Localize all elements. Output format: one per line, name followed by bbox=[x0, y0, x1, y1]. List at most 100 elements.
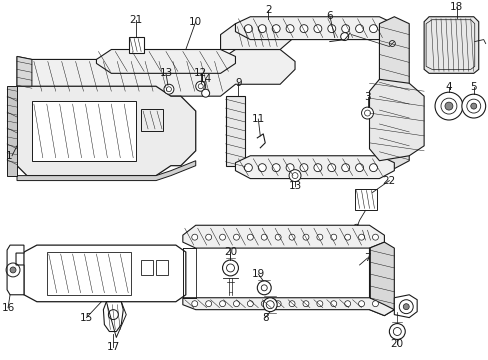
Text: 3: 3 bbox=[364, 92, 370, 102]
Circle shape bbox=[303, 301, 308, 307]
Circle shape bbox=[258, 164, 265, 172]
Circle shape bbox=[205, 301, 211, 307]
Circle shape bbox=[258, 25, 265, 33]
Circle shape bbox=[244, 25, 252, 33]
Circle shape bbox=[219, 234, 225, 240]
Circle shape bbox=[195, 81, 205, 91]
Polygon shape bbox=[225, 96, 245, 166]
Circle shape bbox=[288, 170, 301, 181]
Circle shape bbox=[261, 234, 266, 240]
Circle shape bbox=[257, 281, 271, 295]
Circle shape bbox=[233, 301, 239, 307]
Polygon shape bbox=[17, 57, 32, 96]
Circle shape bbox=[369, 25, 377, 33]
Text: 18: 18 bbox=[449, 2, 463, 12]
Text: 1: 1 bbox=[5, 151, 12, 161]
Circle shape bbox=[434, 92, 462, 120]
Polygon shape bbox=[103, 302, 123, 332]
Polygon shape bbox=[354, 189, 377, 210]
Text: 12: 12 bbox=[194, 68, 207, 78]
Circle shape bbox=[344, 234, 350, 240]
Circle shape bbox=[461, 94, 485, 118]
Text: 19: 19 bbox=[251, 269, 264, 279]
Circle shape bbox=[299, 164, 307, 172]
Text: 10: 10 bbox=[189, 17, 202, 27]
Text: 11: 11 bbox=[251, 114, 264, 124]
Circle shape bbox=[201, 89, 209, 97]
Polygon shape bbox=[423, 17, 478, 73]
Circle shape bbox=[316, 301, 322, 307]
Circle shape bbox=[163, 84, 174, 94]
Polygon shape bbox=[17, 161, 195, 181]
Text: 4: 4 bbox=[445, 82, 451, 92]
Circle shape bbox=[275, 301, 281, 307]
Circle shape bbox=[275, 234, 281, 240]
Text: 20: 20 bbox=[390, 339, 403, 350]
Circle shape bbox=[222, 260, 238, 276]
Text: 15: 15 bbox=[80, 312, 93, 323]
Circle shape bbox=[272, 25, 280, 33]
Circle shape bbox=[191, 301, 197, 307]
Circle shape bbox=[313, 25, 321, 33]
Polygon shape bbox=[183, 298, 393, 316]
Polygon shape bbox=[183, 225, 384, 248]
Circle shape bbox=[233, 234, 239, 240]
Text: 16: 16 bbox=[1, 303, 15, 313]
Text: 22: 22 bbox=[382, 176, 395, 185]
Polygon shape bbox=[393, 295, 416, 318]
Text: 7: 7 bbox=[364, 253, 370, 263]
Circle shape bbox=[369, 164, 377, 172]
Circle shape bbox=[341, 25, 349, 33]
Circle shape bbox=[388, 324, 405, 339]
Circle shape bbox=[344, 301, 350, 307]
Circle shape bbox=[327, 164, 335, 172]
Circle shape bbox=[372, 234, 378, 240]
Text: 20: 20 bbox=[224, 247, 237, 257]
Circle shape bbox=[358, 234, 364, 240]
Polygon shape bbox=[129, 37, 144, 54]
Text: 9: 9 bbox=[235, 78, 241, 88]
Circle shape bbox=[330, 301, 336, 307]
Circle shape bbox=[299, 25, 307, 33]
Circle shape bbox=[303, 234, 308, 240]
Circle shape bbox=[263, 298, 277, 312]
Text: 2: 2 bbox=[264, 5, 271, 15]
Text: 8: 8 bbox=[262, 312, 268, 323]
Polygon shape bbox=[235, 17, 393, 40]
Circle shape bbox=[285, 25, 293, 33]
Text: 5: 5 bbox=[469, 82, 476, 92]
Circle shape bbox=[470, 103, 476, 109]
Circle shape bbox=[247, 234, 253, 240]
Circle shape bbox=[403, 304, 408, 310]
Polygon shape bbox=[96, 50, 235, 73]
Text: 14: 14 bbox=[199, 74, 212, 84]
Text: 13: 13 bbox=[288, 180, 301, 190]
Polygon shape bbox=[17, 50, 294, 96]
Circle shape bbox=[288, 301, 294, 307]
Circle shape bbox=[313, 164, 321, 172]
Circle shape bbox=[205, 234, 211, 240]
Polygon shape bbox=[235, 156, 393, 179]
Polygon shape bbox=[369, 242, 393, 316]
Polygon shape bbox=[32, 101, 136, 161]
Polygon shape bbox=[369, 79, 423, 161]
Circle shape bbox=[285, 164, 293, 172]
Circle shape bbox=[340, 33, 348, 41]
Circle shape bbox=[288, 234, 294, 240]
Circle shape bbox=[244, 164, 252, 172]
Polygon shape bbox=[379, 17, 408, 168]
Circle shape bbox=[355, 25, 363, 33]
Circle shape bbox=[219, 301, 225, 307]
Circle shape bbox=[444, 102, 452, 110]
Polygon shape bbox=[7, 245, 24, 295]
Circle shape bbox=[372, 301, 378, 307]
Circle shape bbox=[316, 234, 322, 240]
Circle shape bbox=[261, 301, 266, 307]
Circle shape bbox=[191, 234, 197, 240]
Circle shape bbox=[330, 234, 336, 240]
Text: 13: 13 bbox=[159, 68, 172, 78]
Circle shape bbox=[247, 301, 253, 307]
Circle shape bbox=[327, 25, 335, 33]
Polygon shape bbox=[24, 245, 185, 302]
Circle shape bbox=[272, 164, 280, 172]
